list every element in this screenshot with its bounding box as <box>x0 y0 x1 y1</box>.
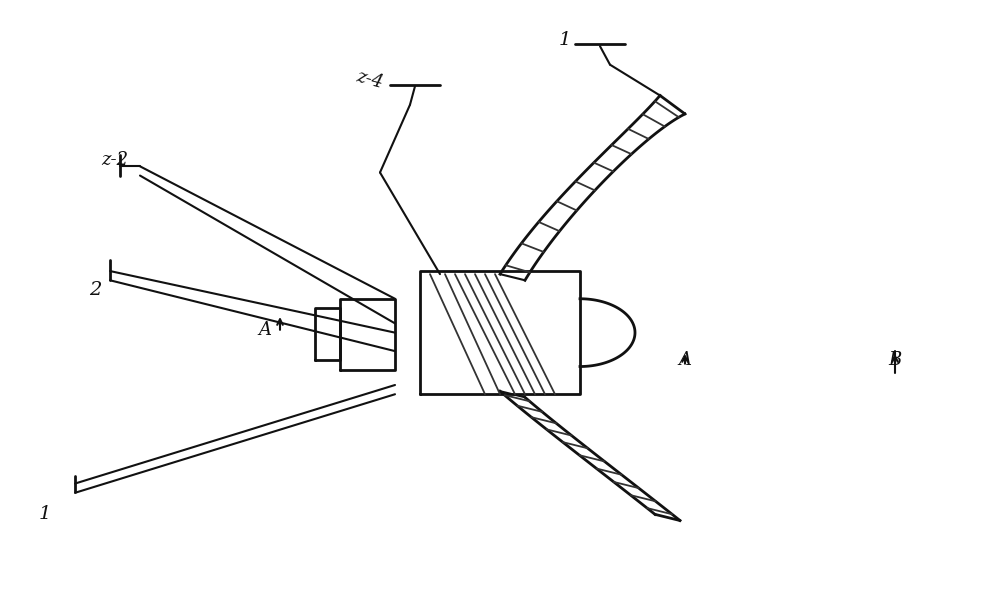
Text: A: A <box>258 320 272 339</box>
Text: A: A <box>678 351 692 370</box>
Text: B: B <box>888 351 902 370</box>
Text: z-4: z-4 <box>355 68 385 92</box>
Text: z-2: z-2 <box>101 151 129 169</box>
Text: 2: 2 <box>89 280 101 299</box>
Text: 1: 1 <box>559 31 571 49</box>
Text: 1: 1 <box>39 505 51 524</box>
